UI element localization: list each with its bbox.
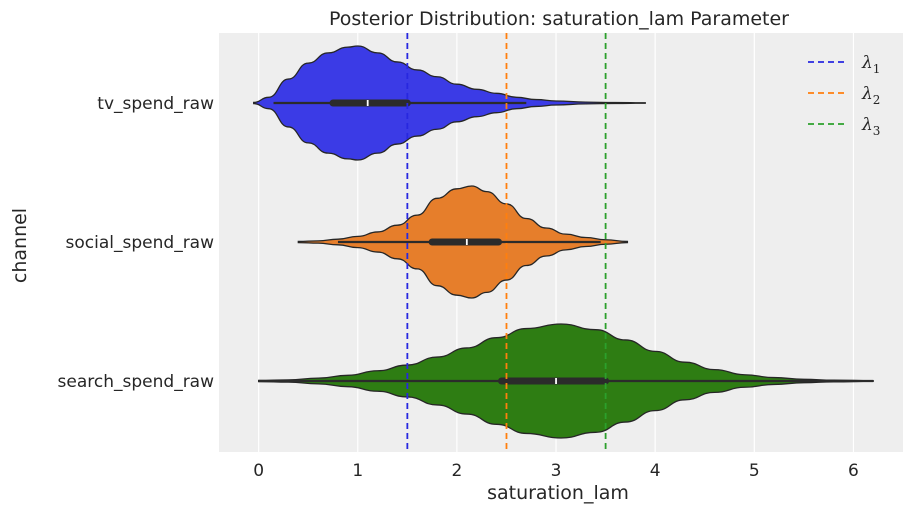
x-tick-label: 5: [749, 461, 760, 481]
x-tick-label: 2: [451, 461, 462, 481]
x-tick-label: 4: [650, 461, 661, 481]
legend-label: λ3: [861, 115, 880, 138]
y-axis-label: channel: [9, 208, 31, 283]
x-tick-label: 3: [551, 461, 562, 481]
legend-label: λ1: [861, 53, 880, 76]
y-tick-labels: tv_spend_raw social_spend_raw search_spend…: [58, 94, 215, 392]
x-tick-labels: 0 1 2 3 4 5 6: [253, 461, 859, 481]
chart-title: Posterior Distribution: saturation_lam P…: [329, 8, 789, 30]
x-axis-label: saturation_lam: [487, 482, 629, 504]
violins: [253, 45, 874, 439]
y-tick-label: social_spend_raw: [66, 233, 215, 253]
y-tick-label: tv_spend_raw: [97, 94, 214, 114]
legend-label: λ2: [861, 84, 880, 107]
x-tick-label: 1: [352, 461, 363, 481]
legend: λ1 λ2 λ3: [808, 53, 880, 138]
y-tick-label: search_spend_raw: [58, 372, 215, 392]
x-tick-label: 0: [253, 461, 264, 481]
x-tick-label: 6: [848, 461, 859, 481]
